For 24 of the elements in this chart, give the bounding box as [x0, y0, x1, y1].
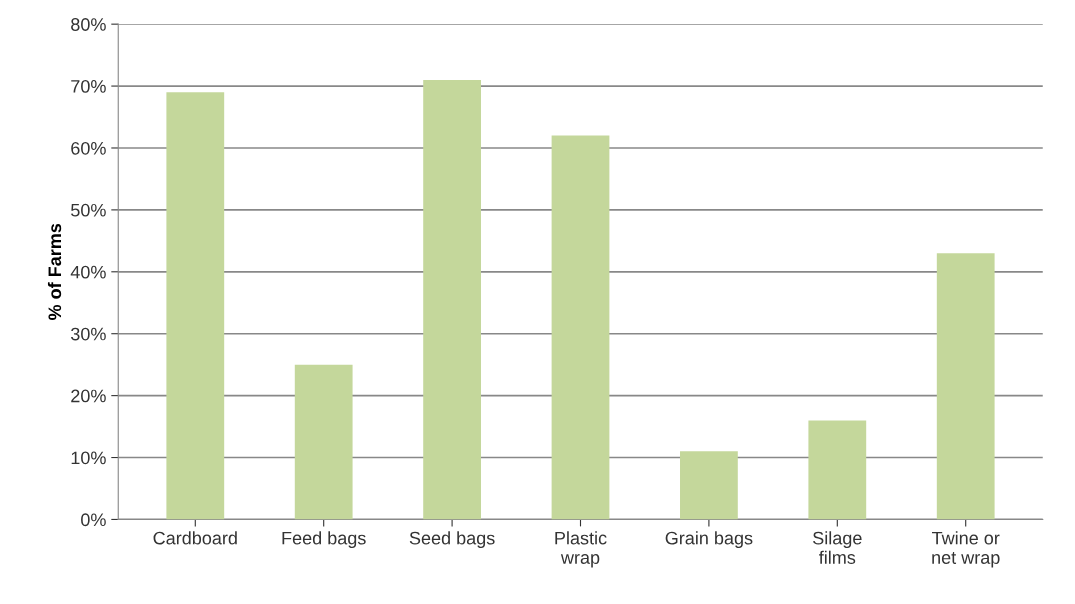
y-tick-label: 10% [71, 451, 106, 465]
bar [680, 451, 738, 520]
x-tick-label: Cardboard [153, 531, 237, 545]
y-tick-label: 40% [70, 265, 106, 279]
x-tick-label: Silage films [813, 531, 862, 564]
x-tick-label: Grain bags [665, 531, 753, 549]
x-tick-label: Plastic wrap [555, 531, 607, 568]
x-tick-label: Seed bags [409, 531, 495, 549]
y-tick-label: 20% [71, 389, 106, 403]
y-tick-label: 70% [71, 80, 106, 93]
y-tick-label: 60% [71, 141, 106, 155]
y-tick-label: 0% [81, 513, 106, 527]
bar [166, 92, 225, 520]
bar [294, 364, 353, 520]
bar [936, 253, 995, 520]
bar [423, 79, 481, 520]
y-axis-title: % of Farms [47, 223, 62, 321]
x-tick-label: Twine or net wrap [932, 531, 1000, 568]
bar [808, 420, 867, 520]
y-tick-label: 50% [71, 203, 106, 217]
bar [551, 135, 610, 520]
y-tick-label: 30% [71, 327, 106, 341]
y-tick-label: 80% [71, 18, 106, 31]
x-tick-label: Feed bags [282, 531, 366, 549]
